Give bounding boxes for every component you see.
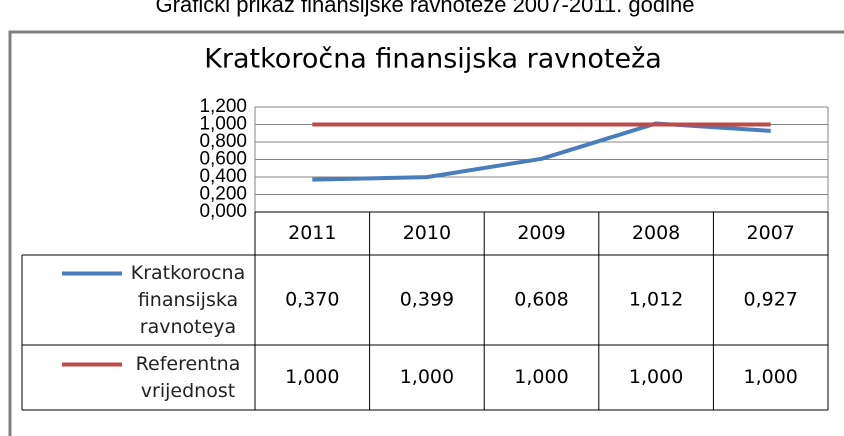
table-value: 0,608 [514, 289, 568, 311]
x-tick-label: 2007 [747, 222, 795, 244]
table-value: 1,000 [743, 366, 797, 388]
y-tick-label: 0,200 [199, 184, 247, 205]
table-value: 0,370 [285, 289, 339, 311]
x-tick-label: 2010 [403, 222, 451, 244]
table-value: 1,000 [629, 366, 683, 388]
y-tick-label: 1,000 [199, 114, 247, 135]
y-tick-label: 0,400 [199, 166, 247, 187]
page-heading: Grafički prikaz finansijske ravnoteže 20… [156, 0, 695, 17]
y-tick-label: 1,200 [199, 96, 247, 117]
chart-title: Kratkoročna finansijska ravnoteža [204, 44, 662, 75]
table-value: 1,012 [629, 289, 683, 311]
legend-label: Kratkorocna finansijska ravnoteya [130, 261, 246, 338]
table-value: 1,000 [285, 366, 339, 388]
y-tick-label: 0,600 [199, 149, 247, 170]
x-tick-label: 2009 [517, 222, 565, 244]
x-tick-label: 2008 [632, 222, 680, 244]
table-value: 0,927 [743, 289, 797, 311]
table-value: 1,000 [514, 366, 568, 388]
table-value: 1,000 [400, 366, 454, 388]
chart-frame [8, 30, 844, 436]
y-tick-label: 0,800 [199, 131, 247, 152]
table-value: 0,399 [400, 289, 454, 311]
legend-label: Referentna vrijednost [135, 352, 241, 402]
x-tick-label: 2011 [288, 222, 336, 244]
y-tick-label: 0,000 [199, 201, 247, 222]
